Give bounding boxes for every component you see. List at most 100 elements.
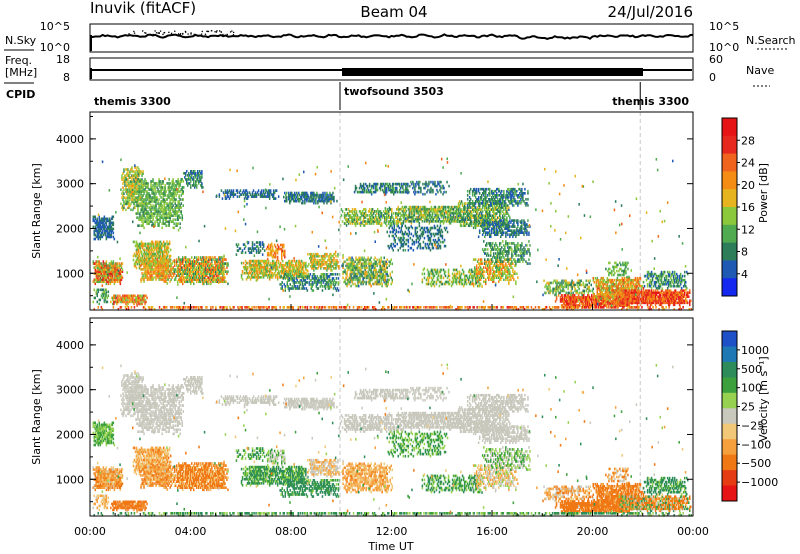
power-cell (143, 184, 145, 187)
power-cell (150, 252, 153, 256)
power-cell (112, 262, 115, 265)
power-cell (97, 270, 100, 274)
power-cell (136, 242, 139, 246)
power-cell (150, 254, 153, 258)
power-cell (136, 296, 138, 300)
power-cell (412, 234, 415, 238)
power-cell (136, 244, 139, 248)
power-cell (125, 200, 127, 204)
power-cell (124, 180, 126, 183)
power-cell (116, 266, 119, 269)
power-cell (398, 226, 401, 230)
power-cell (127, 200, 129, 204)
power-cell (186, 268, 188, 271)
power-cell (100, 235, 103, 239)
power-cell (132, 192, 134, 196)
power-cell (144, 202, 146, 205)
power-cell (202, 260, 204, 263)
power-cell (111, 262, 114, 265)
power-cell (190, 184, 192, 187)
power-cell (121, 270, 124, 274)
power-cell (246, 265, 249, 269)
power-cell (181, 262, 183, 265)
power-cell (144, 206, 146, 209)
power-cell (176, 270, 179, 274)
power-cell (127, 296, 129, 300)
power-cell (366, 214, 369, 217)
power-cell (208, 282, 210, 286)
power-cell (102, 294, 105, 298)
power-cell (184, 280, 186, 284)
power-cell (109, 262, 112, 265)
power-cell (436, 224, 439, 228)
power-cell (208, 262, 210, 265)
power-cell (155, 260, 158, 264)
power-cell (158, 214, 160, 218)
power-cell (102, 217, 105, 221)
power-cell (96, 280, 99, 284)
power-cell (143, 212, 145, 215)
power-cell (98, 215, 101, 219)
power-cell (112, 272, 115, 276)
power-cell (106, 217, 109, 221)
power-cell (165, 246, 168, 250)
power-cell (335, 281, 338, 284)
power-cell (146, 256, 149, 260)
power-cell (181, 216, 184, 220)
power-cell (127, 184, 129, 187)
power-cell (145, 180, 147, 183)
power-cell (370, 190, 373, 194)
power-cell (168, 188, 170, 191)
power-cell (113, 280, 116, 284)
power-cell (180, 202, 183, 205)
power-cell (296, 259, 298, 263)
power-cell (150, 246, 153, 250)
power-cell (163, 242, 166, 246)
power-cell (380, 222, 383, 225)
power-cell (164, 206, 166, 209)
power-cell (189, 280, 191, 284)
power-cell (201, 170, 203, 173)
nsky-label: N.Sky (5, 34, 37, 47)
power-cell (431, 242, 434, 246)
power-cell (107, 235, 110, 239)
power-cell (151, 206, 153, 209)
power-cell (153, 254, 156, 258)
power-cell (156, 258, 158, 261)
power-cell (267, 243, 270, 247)
power-cell (368, 208, 371, 211)
power-cell (156, 274, 158, 277)
power-cell (439, 240, 442, 244)
power-cell (122, 294, 124, 298)
power-cell (194, 256, 196, 259)
power-cell (183, 264, 185, 267)
power-cell (135, 266, 138, 270)
power-cell (222, 262, 224, 265)
power-cell (416, 230, 419, 234)
power-cell (263, 249, 266, 252)
power-cell (142, 278, 144, 281)
power-cell (102, 221, 105, 225)
power-cell (198, 270, 200, 274)
power-cell (207, 262, 209, 265)
power-cell (103, 300, 106, 304)
power-cell (110, 264, 113, 267)
power-cell (386, 270, 389, 274)
power-cell (102, 274, 105, 278)
power-cell (98, 272, 101, 276)
power-cell (164, 210, 166, 213)
power-cell (142, 244, 145, 248)
power-cell (112, 215, 115, 219)
power-cell (160, 206, 162, 209)
power-cell (222, 280, 224, 284)
power-cell (139, 190, 141, 194)
power-cell (178, 208, 180, 211)
power-cell (134, 204, 136, 208)
power-cell (169, 260, 171, 263)
power-cell (120, 300, 122, 304)
power-cell (399, 182, 401, 186)
power-cell (112, 298, 114, 302)
power-cell (134, 176, 136, 179)
power-cell (152, 262, 154, 265)
power-cell (168, 276, 170, 279)
